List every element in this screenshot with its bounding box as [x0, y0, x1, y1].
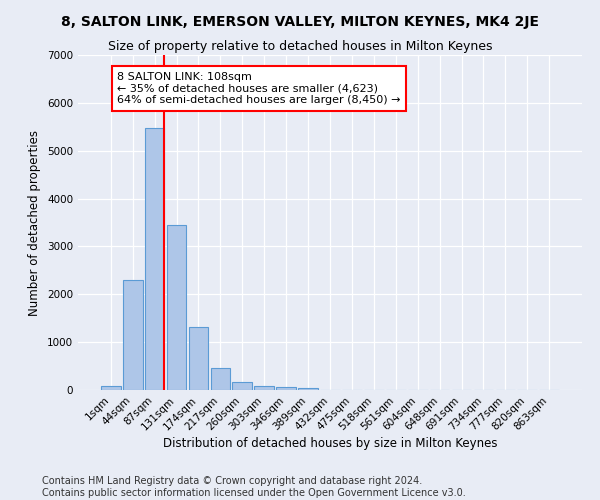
- Bar: [254, 386, 274, 390]
- Text: Size of property relative to detached houses in Milton Keynes: Size of property relative to detached ho…: [108, 40, 492, 53]
- Text: 8 SALTON LINK: 108sqm
← 35% of detached houses are smaller (4,623)
64% of semi-d: 8 SALTON LINK: 108sqm ← 35% of detached …: [118, 72, 401, 105]
- Bar: [145, 128, 164, 390]
- Bar: [211, 368, 230, 390]
- Bar: [232, 382, 252, 390]
- Text: Contains HM Land Registry data © Crown copyright and database right 2024.
Contai: Contains HM Land Registry data © Crown c…: [42, 476, 466, 498]
- Bar: [276, 388, 296, 390]
- Bar: [123, 280, 143, 390]
- Bar: [298, 388, 318, 390]
- X-axis label: Distribution of detached houses by size in Milton Keynes: Distribution of detached houses by size …: [163, 438, 497, 450]
- Bar: [167, 225, 187, 390]
- Text: 8, SALTON LINK, EMERSON VALLEY, MILTON KEYNES, MK4 2JE: 8, SALTON LINK, EMERSON VALLEY, MILTON K…: [61, 15, 539, 29]
- Bar: [188, 327, 208, 390]
- Y-axis label: Number of detached properties: Number of detached properties: [28, 130, 41, 316]
- Bar: [101, 386, 121, 390]
